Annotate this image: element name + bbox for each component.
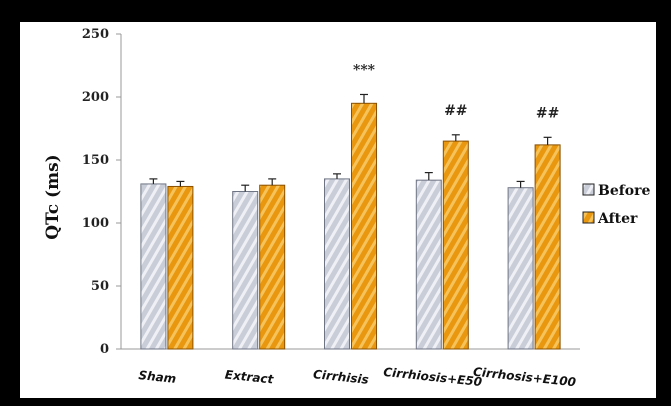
bar-before bbox=[415, 179, 442, 350]
legend-label-after: After bbox=[597, 211, 638, 227]
significance-annotation: ## bbox=[444, 103, 467, 119]
y-axis-label: QTc (ms) bbox=[43, 154, 63, 239]
y-tick-label: 200 bbox=[82, 90, 109, 105]
y-tick-label: 150 bbox=[82, 153, 109, 168]
legend-label-before: Before bbox=[598, 183, 650, 199]
significance-annotation: ## bbox=[536, 105, 559, 121]
x-category-label: Extract bbox=[224, 368, 275, 387]
y-tick-label: 100 bbox=[82, 216, 109, 231]
bar-after bbox=[534, 144, 561, 350]
x-category-label: Cirrhiosis+E50 bbox=[383, 365, 483, 389]
bar-before bbox=[507, 187, 534, 350]
chart-panel: QTc (ms) 0 50 100 150 200 250 Sham Extract Cirrh… bbox=[20, 22, 656, 398]
x-category-label: Cirrhosis+E100 bbox=[472, 365, 576, 390]
bar-after bbox=[442, 140, 469, 350]
legend-swatch-after bbox=[582, 211, 595, 224]
y-tick-label: 250 bbox=[82, 27, 109, 42]
bar-after bbox=[259, 184, 286, 350]
bar-chart: QTc (ms) 0 50 100 150 200 250 Sham Extract Cirrh… bbox=[43, 27, 650, 390]
bar-before bbox=[140, 183, 167, 350]
bar-before bbox=[324, 178, 350, 350]
significance-annotation: *** bbox=[353, 62, 376, 78]
bar-after bbox=[351, 102, 377, 350]
x-category-label: Sham bbox=[138, 368, 177, 386]
x-category-label: Cirrhisis bbox=[312, 367, 369, 387]
y-tick-label: 50 bbox=[91, 279, 109, 294]
y-tick-label: 0 bbox=[100, 342, 109, 357]
bar-after bbox=[167, 185, 194, 350]
legend-swatch-before bbox=[582, 183, 595, 196]
bar-before bbox=[232, 191, 259, 350]
